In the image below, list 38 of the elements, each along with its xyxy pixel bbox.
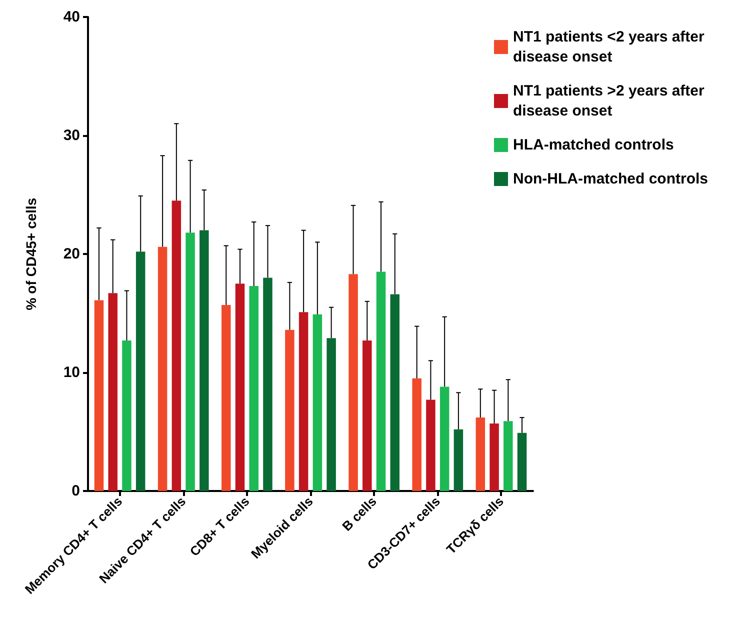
legend-label: NT1 patients >2 years after disease onset (513, 82, 709, 120)
bar (490, 423, 499, 491)
bar (94, 300, 104, 491)
legend-label: HLA-matched controls (513, 136, 674, 154)
bar (517, 432, 527, 491)
bar (476, 418, 486, 491)
bar (440, 386, 450, 491)
legend-label: Non-HLA-matched controls (513, 170, 708, 188)
bar (504, 421, 513, 491)
y-tick-label: 10 (63, 364, 80, 381)
bar (348, 274, 358, 491)
bar (172, 200, 182, 491)
y-tick-label: 0 (72, 482, 80, 500)
bar (249, 286, 258, 491)
bar (263, 278, 272, 491)
bar (326, 338, 336, 491)
bar (426, 400, 436, 491)
bar (122, 340, 132, 491)
legend-label: NT1 patients <2 years after disease onset (513, 28, 709, 66)
bar (390, 294, 400, 491)
bar (235, 284, 245, 491)
y-tick-label: 20 (63, 246, 80, 262)
bar (108, 293, 118, 491)
bar (454, 429, 464, 491)
bar (298, 312, 308, 491)
bar (285, 330, 294, 491)
y-tick-label: 40 (63, 8, 80, 26)
bar (136, 252, 146, 491)
y-tick-label: 30 (63, 127, 80, 144)
bar (200, 230, 209, 491)
bar (362, 340, 372, 491)
bar (158, 246, 168, 491)
bar (376, 272, 386, 491)
bar (222, 304, 231, 491)
bar (412, 378, 422, 491)
bar (186, 232, 195, 491)
y-axis-title: % of CD45+ cells (23, 198, 39, 310)
bar (312, 314, 322, 491)
